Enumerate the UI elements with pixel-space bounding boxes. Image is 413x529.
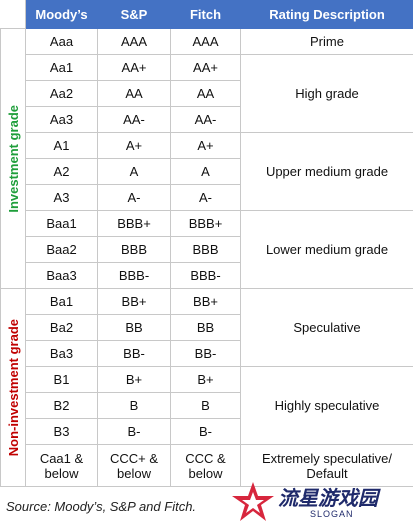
rating-cell: Aa3 <box>26 107 98 133</box>
watermark-subtitle: SLOGAN <box>310 509 354 519</box>
rating-cell: BBB <box>171 237 241 263</box>
rating-cell: Baa1 <box>26 211 98 237</box>
rating-cell: AA- <box>98 107 171 133</box>
rating-cell: BBB+ <box>98 211 171 237</box>
description-cell: High grade <box>241 55 413 133</box>
description-cell: Prime <box>241 29 413 55</box>
rating-cell: BBB- <box>171 263 241 289</box>
rating-cell: Ba1 <box>26 289 98 315</box>
watermark-logo <box>230 480 276 524</box>
rating-cell: Baa3 <box>26 263 98 289</box>
rating-cell: Aa2 <box>26 81 98 107</box>
rating-cell: Ba2 <box>26 315 98 341</box>
ratings-table: Moody’s S&P Fitch Rating Description Inv… <box>0 0 413 487</box>
rating-cell: BBB- <box>98 263 171 289</box>
header-cell: Fitch <box>171 1 241 29</box>
rating-cell: BB+ <box>98 289 171 315</box>
group-label: Investment grade <box>6 105 21 213</box>
corner-cell <box>1 1 26 29</box>
rating-cell: B- <box>98 419 171 445</box>
rating-cell: AA- <box>171 107 241 133</box>
description-cell: Speculative <box>241 289 413 367</box>
rating-cell: BBB+ <box>171 211 241 237</box>
description-cell: Highly speculative <box>241 367 413 445</box>
header-cell: Moody’s <box>26 1 98 29</box>
description-cell: Lower medium grade <box>241 211 413 289</box>
rating-cell: BB- <box>171 341 241 367</box>
rating-cell: Baa2 <box>26 237 98 263</box>
rating-cell: AAA <box>171 29 241 55</box>
rating-cell: BB+ <box>171 289 241 315</box>
rating-cell: BB <box>98 315 171 341</box>
rating-cell: BB <box>171 315 241 341</box>
header-cell: Rating Description <box>241 1 413 29</box>
rating-cell: A <box>98 159 171 185</box>
rating-cell: A+ <box>171 133 241 159</box>
rating-cell: B1 <box>26 367 98 393</box>
rating-cell: Aaa <box>26 29 98 55</box>
group-label: Non-investment grade <box>6 319 21 456</box>
rating-cell: AA <box>171 81 241 107</box>
watermark: 流星游戏园 SLOGAN <box>230 480 405 524</box>
rating-cell: BB- <box>98 341 171 367</box>
description-cell: Upper medium grade <box>241 133 413 211</box>
watermark-title: 流星游戏园 <box>278 482 378 511</box>
rating-cell: BBB <box>98 237 171 263</box>
rating-cell: B+ <box>171 367 241 393</box>
rating-cell: A- <box>98 185 171 211</box>
rating-cell: A+ <box>98 133 171 159</box>
header-cell: S&P <box>98 1 171 29</box>
rating-cell: B <box>171 393 241 419</box>
rating-cell: Caa1 & below <box>26 445 98 487</box>
rating-cell: Aa1 <box>26 55 98 81</box>
rating-cell: AA+ <box>171 55 241 81</box>
rating-cell: A- <box>171 185 241 211</box>
rating-cell: B3 <box>26 419 98 445</box>
rating-cell: AA <box>98 81 171 107</box>
rating-cell: B+ <box>98 367 171 393</box>
rating-cell: Ba3 <box>26 341 98 367</box>
rating-cell: B- <box>171 419 241 445</box>
rating-cell: B2 <box>26 393 98 419</box>
rating-cell: B <box>98 393 171 419</box>
rating-cell: A <box>171 159 241 185</box>
rating-cell: A1 <box>26 133 98 159</box>
rating-cell: AAA <box>98 29 171 55</box>
group-label-cell: Non-investment grade <box>1 289 26 487</box>
source-note: Source: Moody’s, S&P and Fitch. <box>6 499 196 514</box>
rating-cell: A3 <box>26 185 98 211</box>
rating-cell: CCC+ & below <box>98 445 171 487</box>
rating-cell: AA+ <box>98 55 171 81</box>
group-label-cell: Investment grade <box>1 29 26 289</box>
table-body: Moody’s S&P Fitch Rating Description Inv… <box>1 1 413 487</box>
header-row: Moody’s S&P Fitch Rating Description <box>1 1 413 29</box>
rating-cell: A2 <box>26 159 98 185</box>
